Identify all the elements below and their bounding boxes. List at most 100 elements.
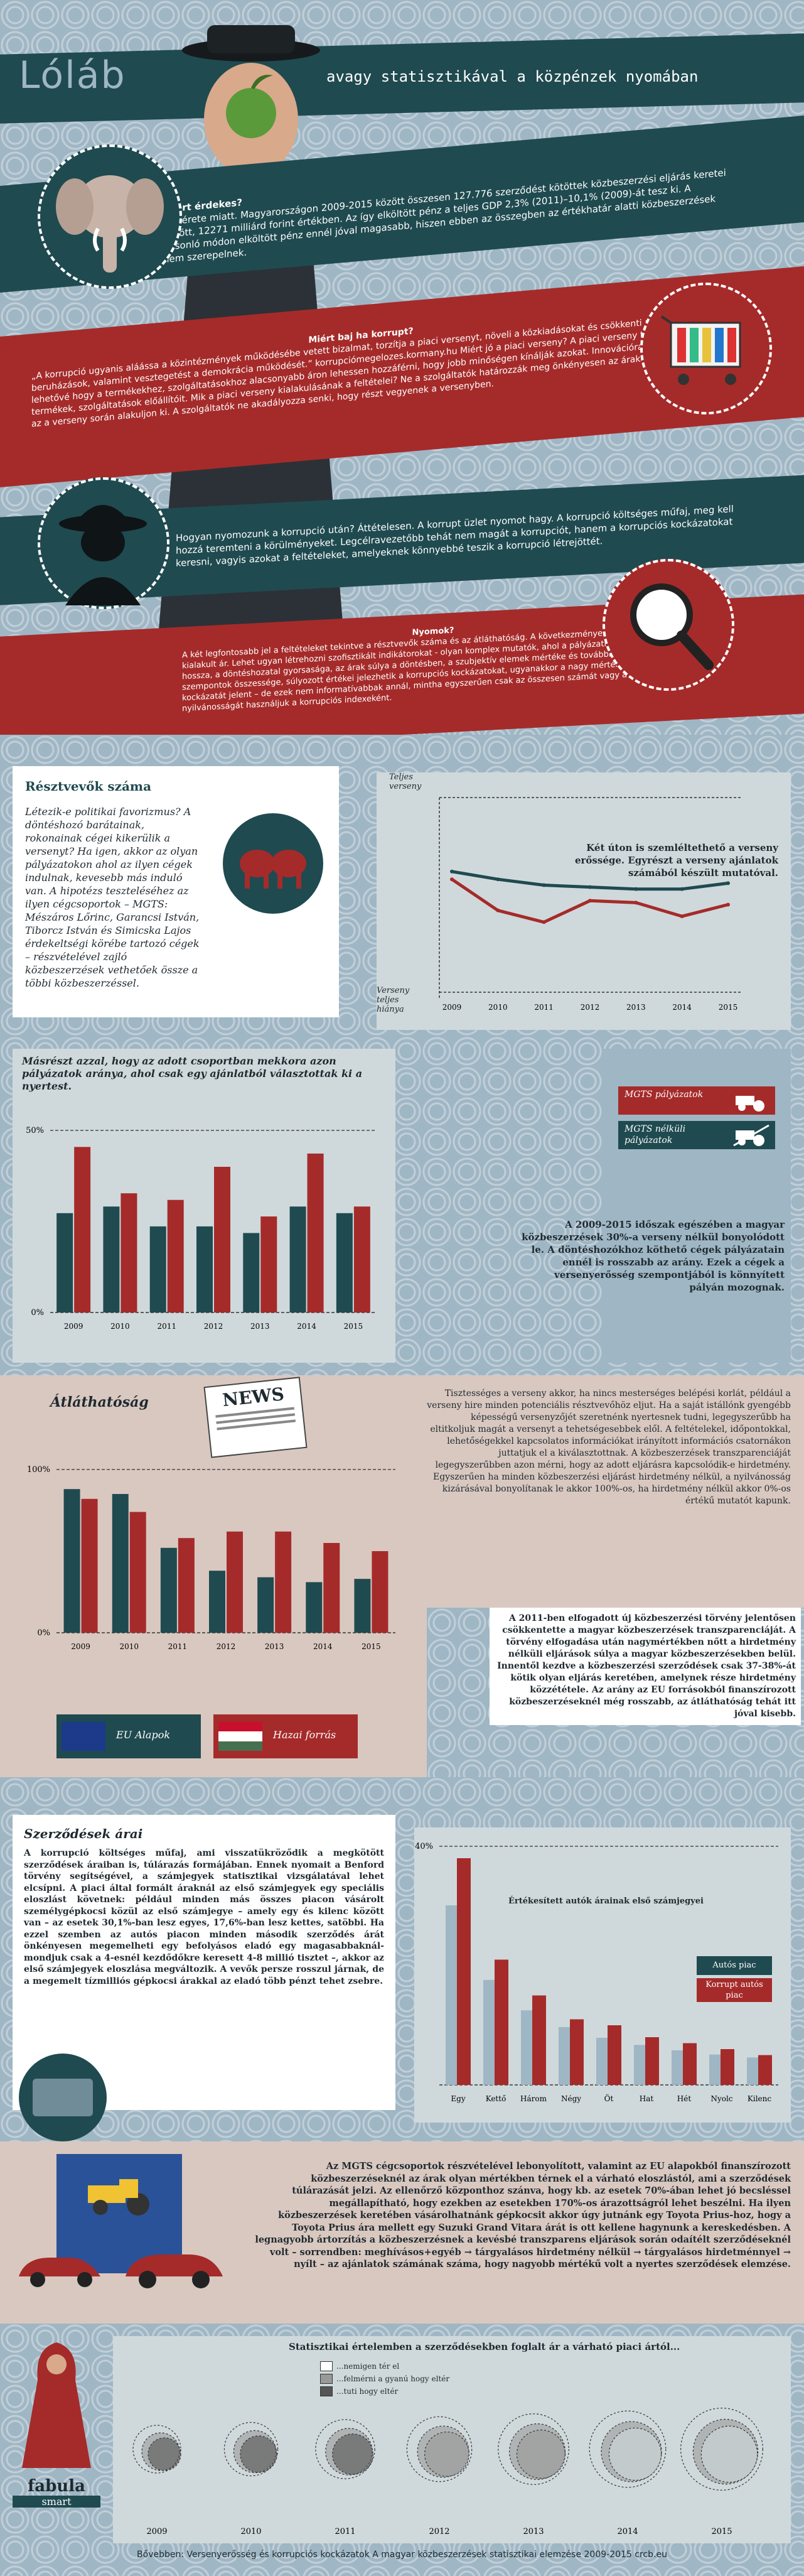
bar-0 xyxy=(209,1571,225,1633)
series-point xyxy=(542,883,546,887)
hu-legend: Hazai forrás xyxy=(213,1714,358,1758)
x-tick-label: Kilenc xyxy=(748,2094,771,2103)
bar-1 xyxy=(323,1543,340,1633)
bar-0 xyxy=(243,1233,260,1312)
y-bottom-label: Verseny teljes hiánya xyxy=(377,986,410,1014)
legend-not: ...nemigen tér el xyxy=(336,2362,400,2371)
legend-swatch-sure xyxy=(320,2386,333,2396)
bubble-panel: Statisztikai értelemben a szerződésekben… xyxy=(113,2336,791,2543)
legend-swatch-not xyxy=(320,2361,333,2371)
series-point xyxy=(496,908,500,912)
series-point xyxy=(634,887,638,891)
x-tick-label: 2015 xyxy=(344,1322,363,1331)
x-tick-label: 2012 xyxy=(204,1322,223,1331)
bar-0 xyxy=(634,2045,648,2085)
series-point xyxy=(450,869,454,874)
bar-0 xyxy=(257,1577,274,1633)
competition-line-chart: 2009 2010 2011 2012 2013 2014 2015 xyxy=(439,797,741,1012)
bar1-section: Másrészt azzal, hogy az adott csoportban… xyxy=(0,1036,804,1375)
legend-sure: ...tuti hogy eltér xyxy=(336,2387,399,2396)
bar-0 xyxy=(149,1226,166,1312)
legend-corrupt-box: Korrupt autós piac xyxy=(697,1978,772,2002)
x-tick-label: 2015 xyxy=(719,1003,738,1012)
y-tick-top: 50% xyxy=(26,1126,44,1135)
legend-hu: Hazai forrás xyxy=(273,1729,336,1741)
atlathatosag-text1: Tisztességes a verseny akkor, ha nincs m… xyxy=(427,1388,791,1506)
no-tractor-icon xyxy=(733,1124,769,1146)
elephants-icon xyxy=(223,813,323,914)
car-icon xyxy=(19,2258,100,2287)
arak-section: Szerződések árai A korrupció költséges m… xyxy=(0,1777,804,2141)
bar-0 xyxy=(596,2037,610,2085)
arak-text-panel: Szerződések árai A korrupció költséges m… xyxy=(13,1815,395,2110)
mgts-section: Az MGTS cégcsoportok részvételével lebon… xyxy=(0,2141,804,2324)
bar-1 xyxy=(214,1167,230,1312)
bar-1 xyxy=(81,1498,98,1633)
red-riding-hood-icon xyxy=(22,2342,91,2468)
bar-1 xyxy=(227,1531,243,1633)
bubble-2 xyxy=(424,2432,469,2477)
car-icon-2 xyxy=(126,2254,223,2288)
hungary-flag-icon xyxy=(218,1722,262,1751)
bar-1 xyxy=(372,1551,389,1633)
x-tick-label: 2011 xyxy=(168,1642,188,1651)
x-tick-label: 2009 xyxy=(442,1003,462,1012)
bar-0 xyxy=(196,1226,213,1312)
legend-other: MGTS nélküli pályázatok xyxy=(624,1124,686,1145)
x-tick-label: 2009 xyxy=(64,1322,83,1331)
bar1-text: A 2009-2015 időszak egészében a magyar k… xyxy=(522,1219,785,1293)
bar-0 xyxy=(446,1905,459,2085)
x-tick-label: 2012 xyxy=(581,1003,600,1012)
bar-1 xyxy=(457,1858,471,2085)
bubble-2 xyxy=(700,2425,758,2483)
x-tick-label: Öt xyxy=(604,2093,614,2103)
bar-0 xyxy=(559,2027,572,2085)
resztvevok-text-panel: Résztvevők száma Létezik-e politikai fav… xyxy=(13,766,339,1017)
bar-1 xyxy=(758,2055,772,2085)
bar-1 xyxy=(645,2037,659,2085)
legend-swatch-half xyxy=(320,2374,333,2384)
benford-panel: 40% Egy Kettő Három Négy Öt Hat Hét Nyolc Kilenc … xyxy=(414,1827,791,2123)
bar-1 xyxy=(683,2043,697,2085)
detective-icon xyxy=(59,505,147,605)
resztvevok-title: Résztvevők száma xyxy=(25,779,152,794)
arak-title: Szerződések árai xyxy=(24,1826,143,1841)
bar-1 xyxy=(167,1199,184,1312)
cart-circle xyxy=(640,283,772,414)
price-deviation-bubbles: 2009 2010 2011 2012 2013 2014 2015 xyxy=(132,2408,763,2536)
bar-1 xyxy=(307,1153,324,1312)
x-tick-label: 2012 xyxy=(217,1642,236,1651)
header-section: Lóláb avagy statisztikával a közpénzek n… xyxy=(0,0,804,735)
x-tick-label: Négy xyxy=(561,2094,581,2103)
x-tick-label: Kettő xyxy=(486,2094,507,2103)
bar-0 xyxy=(521,2010,535,2085)
x-tick-label: Hat xyxy=(640,2094,654,2103)
bar-1 xyxy=(275,1531,292,1633)
year-label: 2015 xyxy=(711,2527,732,2536)
benford-chart-title: Értékesített autók árainak első számjegy… xyxy=(508,1897,704,1906)
series-point xyxy=(680,887,684,891)
bar-0 xyxy=(289,1206,306,1312)
bar-0 xyxy=(747,2057,761,2085)
bar-0 xyxy=(354,1579,371,1633)
series-point xyxy=(450,877,454,882)
x-tick-label: 2014 xyxy=(297,1322,316,1331)
eu-flag-icon xyxy=(56,2154,182,2273)
tractor-icon xyxy=(88,2179,149,2216)
legend-market: Autós piac xyxy=(712,1961,756,1970)
year-label: 2013 xyxy=(523,2527,544,2536)
source-footer: Bővebben: Versenyerősség és korrupciós k… xyxy=(137,2550,667,2560)
year-label: 2014 xyxy=(617,2527,638,2536)
legend-mgts: MGTS pályázatok xyxy=(624,1090,704,1100)
resztvevok-section: Résztvevők száma Létezik-e politikai fav… xyxy=(0,735,804,1036)
cars-illustration xyxy=(13,2154,239,2311)
legend-eu: EU Alapok xyxy=(116,1729,171,1741)
magnifier-circle xyxy=(603,559,734,691)
elephant-icon xyxy=(56,175,164,273)
legend-market-box: Autós piac xyxy=(697,1956,772,1975)
bubbles-section: fabula smart Statisztikai értelemben a s… xyxy=(0,2324,804,2576)
bubble-2 xyxy=(332,2433,373,2475)
bar1-right-panel: MGTS pályázatok MGTS nélküli pályázatok xyxy=(603,1049,791,1363)
bar-1 xyxy=(570,2019,584,2085)
credit-card-circle xyxy=(19,2054,107,2141)
